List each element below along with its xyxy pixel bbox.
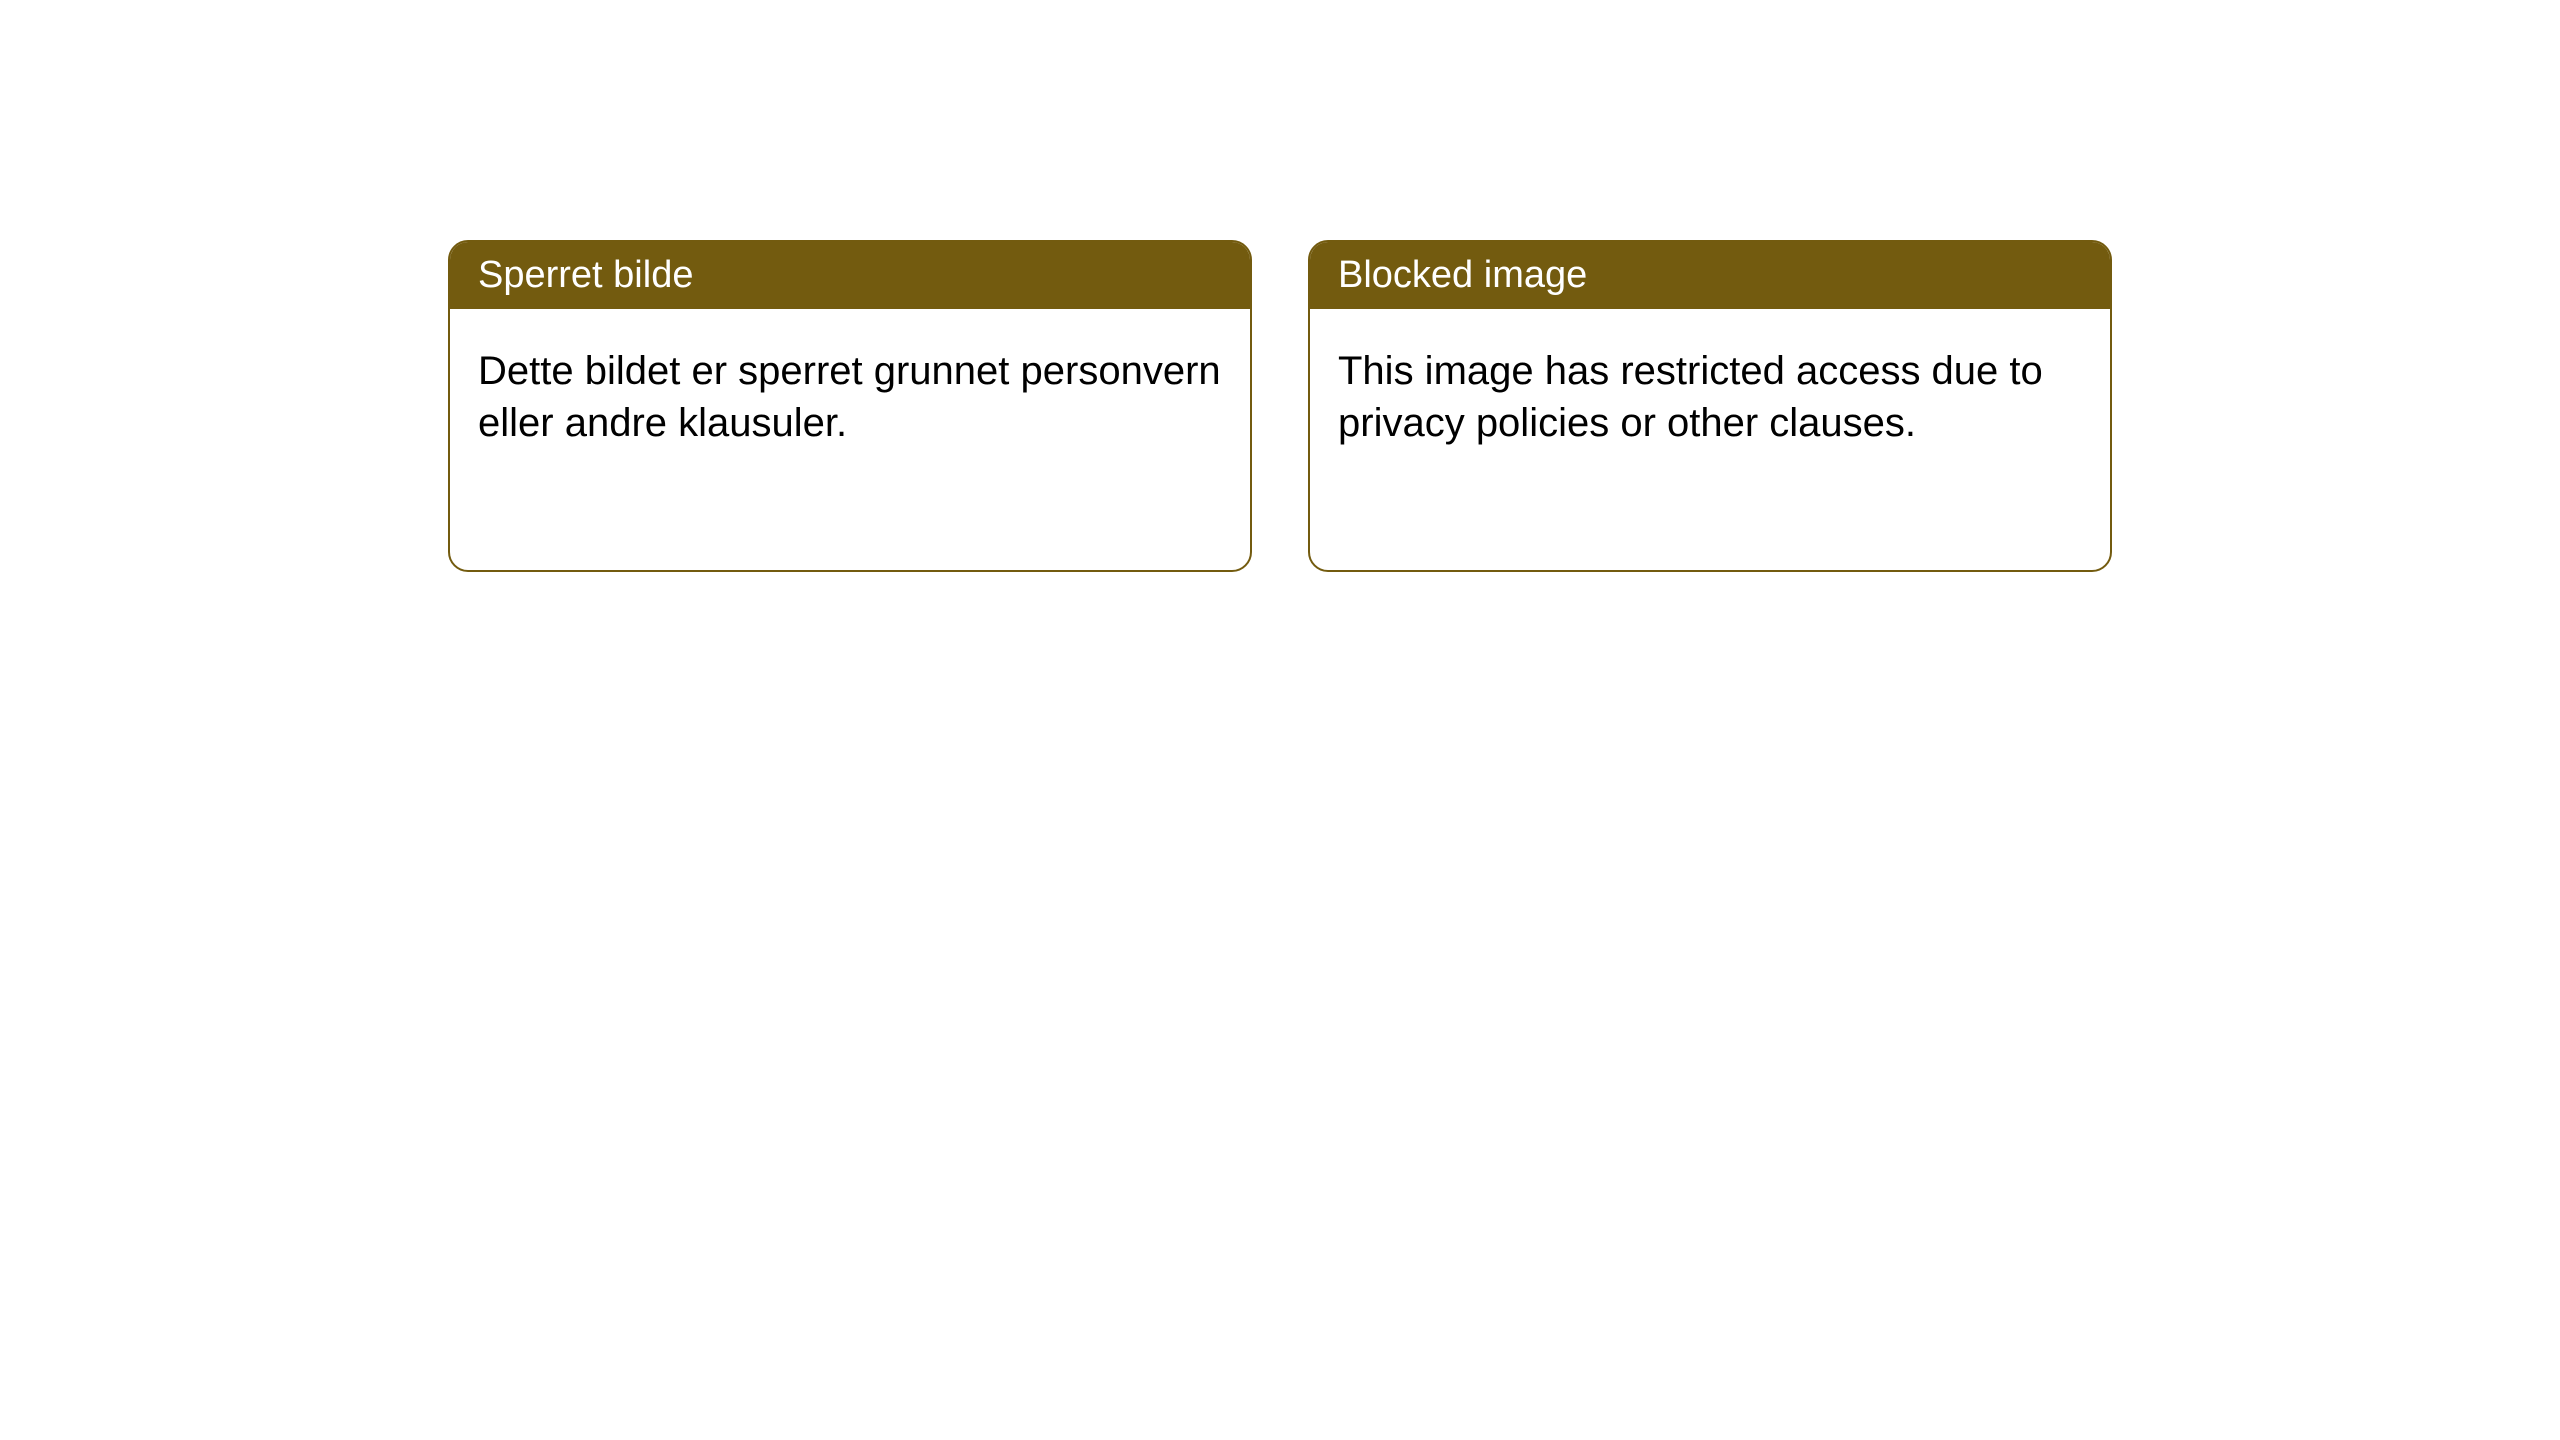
- card-body-norwegian: Dette bildet er sperret grunnet personve…: [450, 309, 1250, 570]
- blocked-image-cards: Sperret bilde Dette bildet er sperret gr…: [448, 240, 2112, 572]
- card-body-english: This image has restricted access due to …: [1310, 309, 2110, 570]
- card-header-english: Blocked image: [1310, 242, 2110, 309]
- blocked-image-card-english: Blocked image This image has restricted …: [1308, 240, 2112, 572]
- card-header-norwegian: Sperret bilde: [450, 242, 1250, 309]
- blocked-image-card-norwegian: Sperret bilde Dette bildet er sperret gr…: [448, 240, 1252, 572]
